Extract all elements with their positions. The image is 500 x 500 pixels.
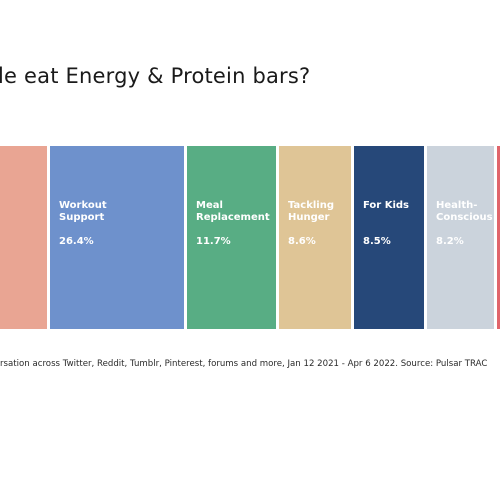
- bar-category-label-1-1: Support: [59, 212, 104, 223]
- bar-segment-5: [427, 146, 494, 329]
- bar-segment-6: [497, 146, 500, 329]
- bar-value-label-4: 8.5%: [363, 236, 391, 247]
- bar-category-label-1-0: Workout: [59, 200, 107, 211]
- bar-category-label-5-0: Health-: [436, 200, 477, 211]
- bar-value-label-1: 26.4%: [59, 236, 94, 247]
- chart-title: le eat Energy & Protein bars?: [0, 64, 311, 88]
- bar-value-label-2: 11.7%: [196, 236, 231, 247]
- bar-segment-1: [50, 146, 184, 329]
- bar-category-label-2-1: Replacement: [196, 212, 270, 223]
- bar-segment-2: [187, 146, 276, 329]
- source-note: rsation across Twitter, Reddit, Tumblr, …: [0, 359, 488, 369]
- bar-category-label-4-0: For Kids: [363, 200, 409, 211]
- bar-category-label-5-1: Conscious: [436, 212, 493, 223]
- bar-value-label-5: 8.2%: [436, 236, 464, 247]
- bar-segment-0: [0, 146, 47, 329]
- bar-category-label-2-0: Meal: [196, 200, 223, 211]
- bar-segment-3: [279, 146, 351, 329]
- bar-category-label-3-0: Tackling: [288, 200, 334, 211]
- bar-segment-4: [354, 146, 424, 329]
- bar-category-label-3-1: Hunger: [288, 212, 330, 223]
- bar-value-label-3: 8.6%: [288, 236, 316, 247]
